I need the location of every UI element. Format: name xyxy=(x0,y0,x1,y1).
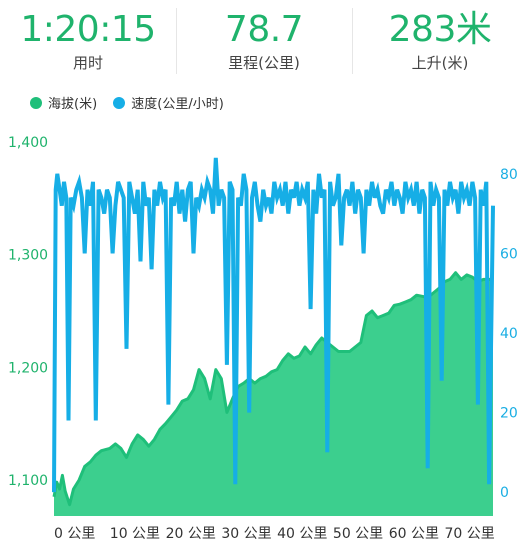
right-tick-label: 60 xyxy=(500,246,518,262)
duration-label: 用时 xyxy=(72,54,103,72)
x-tick-label: 0 公里 xyxy=(54,526,95,542)
elevation-series xyxy=(52,271,493,516)
distance-value: 78.7 xyxy=(224,9,304,50)
x-tick-label: 30 公里 xyxy=(221,526,271,542)
ascent-value: 283米 xyxy=(388,9,492,50)
stat-duration: 1:20:15 用时 xyxy=(0,0,176,80)
elevation-dot-icon xyxy=(30,97,42,109)
x-axis: 0 公里 10 公里 20 公里 30 公里 40 公里 50 公里 60 公里 70 公里 xyxy=(54,526,495,542)
left-tick-label: 1,300 xyxy=(8,248,48,264)
right-tick-label: 40 xyxy=(500,326,518,342)
x-tick-label: 10 公里 xyxy=(110,526,160,542)
legend-item-elevation[interactable]: 海拔(米) xyxy=(30,94,97,116)
right-tick-label: 0 xyxy=(500,485,509,501)
speed-series xyxy=(52,157,495,493)
duration-value: 1:20:15 xyxy=(20,9,156,50)
elevation-line xyxy=(52,271,493,507)
x-tick-label: 40 公里 xyxy=(277,526,327,542)
x-tick-label: 50 公里 xyxy=(333,526,383,542)
divider xyxy=(352,8,353,74)
divider xyxy=(176,8,177,74)
right-axis: 0 20 40 60 80 xyxy=(500,167,518,501)
x-tick-label: 70 公里 xyxy=(444,526,494,542)
left-tick-label: 1,200 xyxy=(8,360,48,376)
ascent-label: 上升(米) xyxy=(411,54,469,72)
legend-label-speed: 速度(公里/小时) xyxy=(131,97,224,112)
legend-label-elevation: 海拔(米) xyxy=(48,97,98,112)
left-axis: 1,100 1,200 1,300 1,400 xyxy=(8,135,48,489)
x-tick-label: 20 公里 xyxy=(166,526,216,542)
left-tick-label: 1,400 xyxy=(8,135,48,151)
legend-item-speed[interactable]: 速度(公里/小时) xyxy=(113,94,224,116)
elevation-speed-chart[interactable]: 1,100 1,200 1,300 1,400 0 20 40 60 80 0 公里 10 公里… xyxy=(0,120,528,555)
right-tick-label: 80 xyxy=(500,167,518,183)
stat-ascent: 283米 上升(米) xyxy=(352,0,528,80)
left-tick-label: 1,100 xyxy=(8,473,48,489)
speed-line xyxy=(52,157,495,493)
stat-distance: 78.7 里程(公里) xyxy=(176,0,352,80)
elevation-area xyxy=(54,272,493,516)
speed-dot-icon xyxy=(113,97,126,109)
x-tick-label: 60 公里 xyxy=(389,526,439,542)
right-tick-label: 20 xyxy=(500,406,518,422)
stats-header: 1:20:15 用时 78.7 里程(公里) 283米 上升(米) xyxy=(0,0,528,80)
chart-legend: 海拔(米) 速度(公里/小时) xyxy=(30,94,236,116)
distance-label: 里程(公里) xyxy=(228,54,300,72)
